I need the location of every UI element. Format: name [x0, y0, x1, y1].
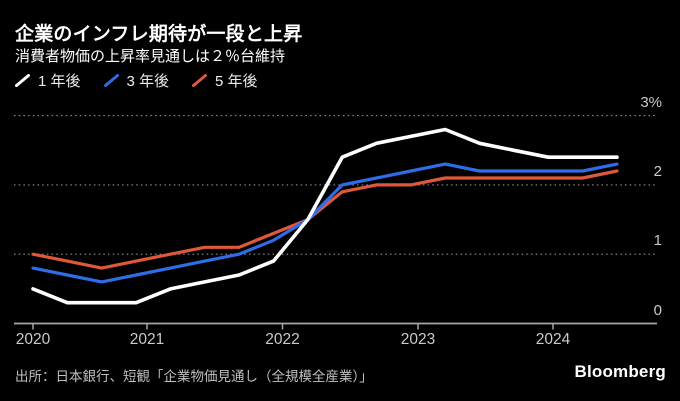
x-axis-label-2023: 2023 — [400, 331, 436, 348]
chart-title: 企業のインフレ期待が一段と上昇 — [15, 24, 303, 45]
line-swatch-icon — [15, 73, 30, 87]
line-swatch-icon — [103, 73, 119, 87]
y-axis-label-3%: 3% — [640, 93, 662, 111]
y-axis-label-2: 2 — [653, 162, 662, 180]
legend-label-5y: 5 年後 — [215, 72, 258, 90]
y-axis-label-0: 0 — [653, 301, 662, 319]
x-axis-label-2022: 2022 — [265, 331, 300, 348]
x-axis-label-2024: 2024 — [535, 331, 571, 348]
chart-subtitle: 消費者物価の上昇率見通しは２％台維持 — [15, 48, 286, 65]
line-series-5年後 — [31, 169, 619, 270]
legend-label-1y: 1 年後 — [38, 72, 81, 90]
bloomberg-logo: Bloomberg — [574, 362, 666, 381]
y-axis-label-1: 1 — [653, 232, 662, 250]
line-series-3年後 — [31, 162, 619, 284]
legend: 1 年後 3 年後 5 年後 — [15, 70, 258, 91]
legend-item-5y: 5 年後 — [192, 70, 258, 91]
legend-item-3y: 3 年後 — [103, 70, 170, 91]
x-axis-label-2020: 2020 — [15, 331, 51, 348]
legend-label-3y: 3 年後 — [126, 72, 170, 90]
x-axis-label-2021: 2021 — [129, 331, 165, 348]
source-note: 出所：日本銀行、短観「企業物価見通し（全規模全産業）」 — [15, 369, 373, 384]
line-swatch-icon — [192, 73, 208, 87]
legend-item-1y: 1 年後 — [15, 70, 81, 91]
line-series-1年後 — [31, 127, 619, 305]
